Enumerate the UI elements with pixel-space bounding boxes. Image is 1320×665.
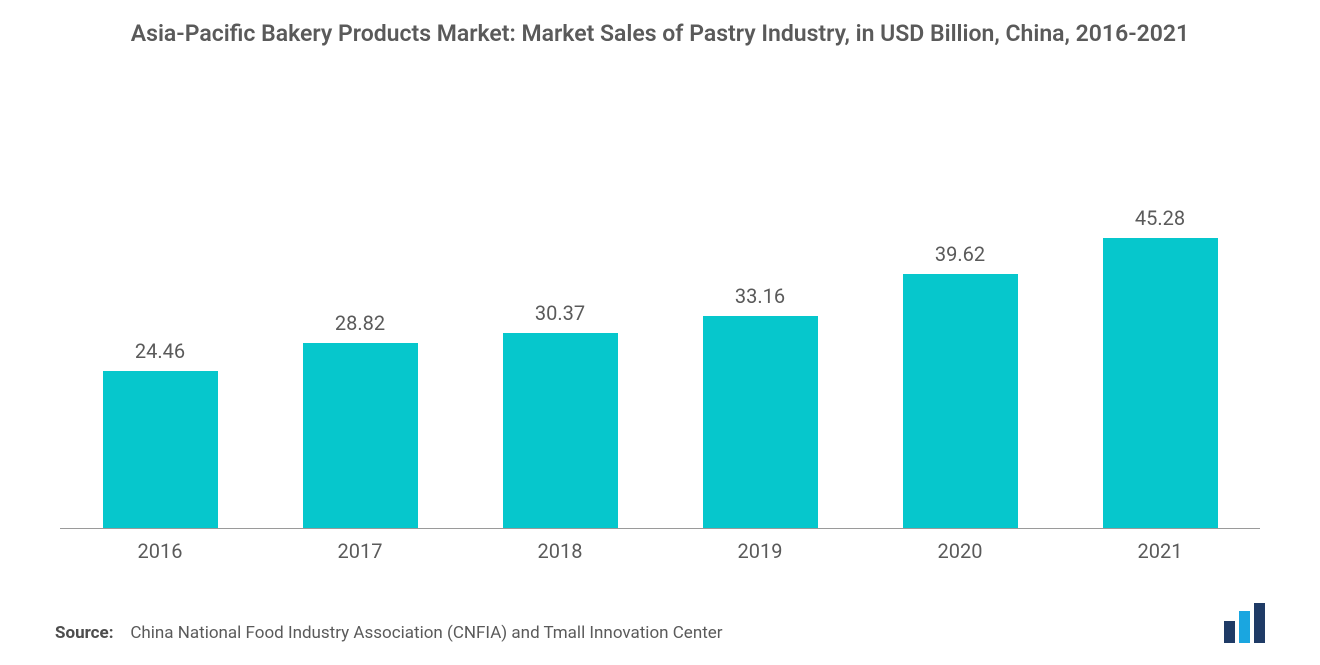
bars-row: 24.46 28.82 30.37 33.16 39.62 45.28 — [60, 140, 1260, 528]
bar-value-label: 39.62 — [935, 242, 985, 266]
bar-slot: 33.16 — [660, 140, 860, 528]
x-axis-label: 2021 — [1060, 539, 1260, 563]
title-container: Asia-Pacific Bakery Products Market: Mar… — [0, 0, 1320, 50]
footer: Source: China National Food Industry Ass… — [0, 563, 1320, 665]
bar-slot: 28.82 — [260, 140, 460, 528]
bar — [103, 371, 218, 528]
x-axis-label: 2020 — [860, 539, 1060, 563]
bar-value-label: 45.28 — [1135, 206, 1185, 230]
x-axis-label: 2019 — [660, 539, 860, 563]
chart-title: Asia-Pacific Bakery Products Market: Mar… — [80, 18, 1240, 50]
bar-slot: 45.28 — [1060, 140, 1260, 528]
plot-area: 24.46 28.82 30.37 33.16 39.62 45.28 — [0, 50, 1320, 528]
bar-value-label: 24.46 — [135, 339, 185, 363]
bar — [303, 343, 418, 528]
source-line: Source: China National Food Industry Ass… — [55, 623, 723, 643]
x-axis-label: 2016 — [60, 539, 260, 563]
bar-slot: 24.46 — [60, 140, 260, 528]
bar — [903, 274, 1018, 528]
bar — [1103, 238, 1218, 528]
x-axis-label: 2017 — [260, 539, 460, 563]
bar-value-label: 33.16 — [735, 284, 785, 308]
bar-slot: 39.62 — [860, 140, 1060, 528]
bar — [703, 316, 818, 528]
bar-slot: 30.37 — [460, 140, 660, 528]
mordor-intelligence-logo-icon — [1224, 603, 1280, 643]
x-axis-label: 2018 — [460, 539, 660, 563]
source-text: China National Food Industry Association… — [130, 623, 722, 643]
x-axis-labels: 201620172018201920202021 — [0, 529, 1320, 563]
bar — [503, 333, 618, 528]
chart-root: Asia-Pacific Bakery Products Market: Mar… — [0, 0, 1320, 665]
source-prefix: Source: — [55, 623, 113, 643]
bar-value-label: 30.37 — [535, 301, 585, 325]
bar-value-label: 28.82 — [335, 311, 385, 335]
